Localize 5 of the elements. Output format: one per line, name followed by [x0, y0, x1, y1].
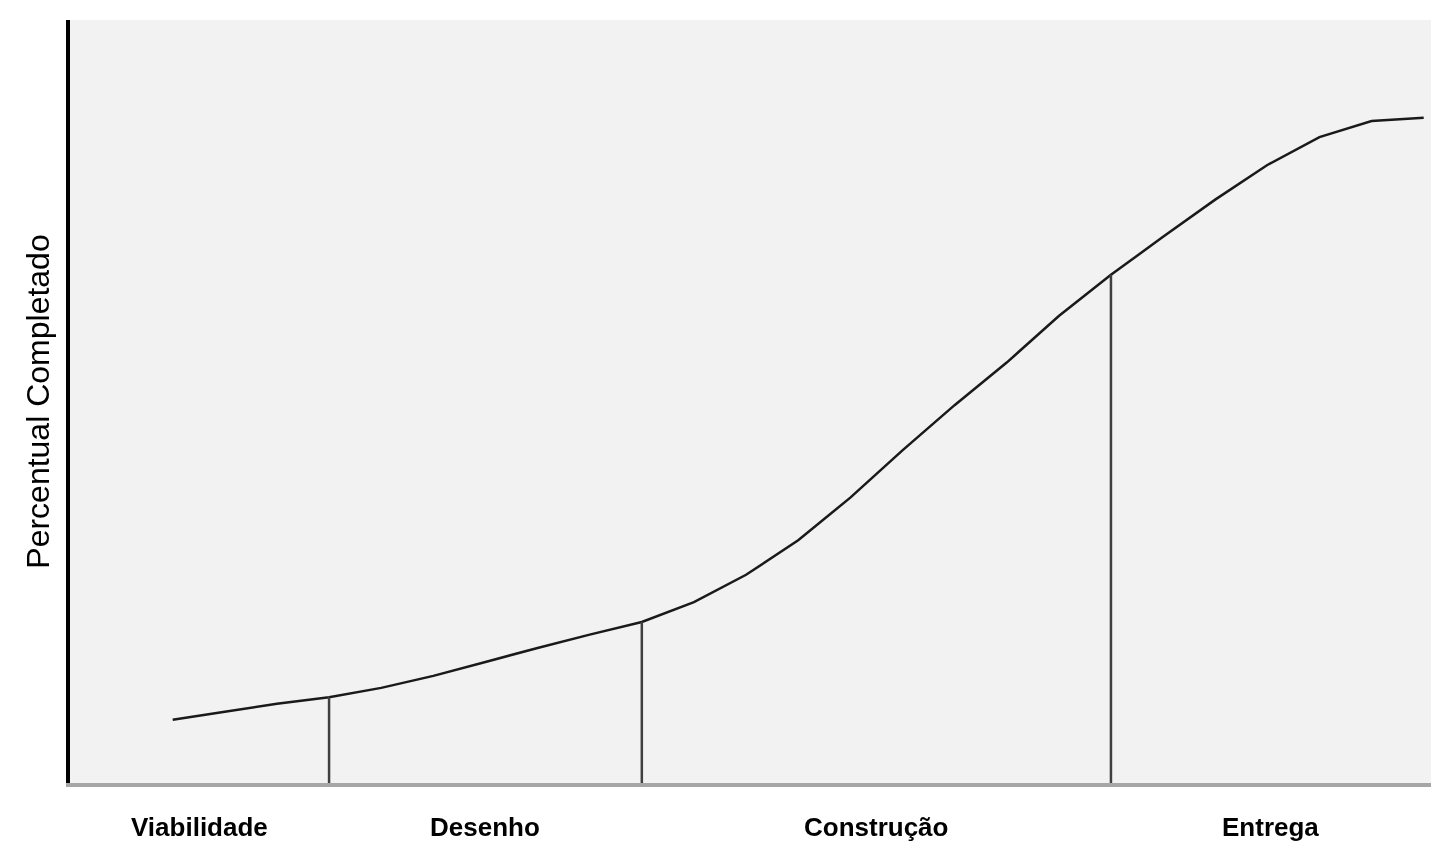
text: Desenho — [430, 812, 540, 842]
y-axis-title: Percentual Completado — [19, 234, 56, 569]
text: Construção — [804, 812, 949, 842]
text: Entrega — [1222, 812, 1320, 842]
text: Viabilidade — [131, 812, 268, 842]
